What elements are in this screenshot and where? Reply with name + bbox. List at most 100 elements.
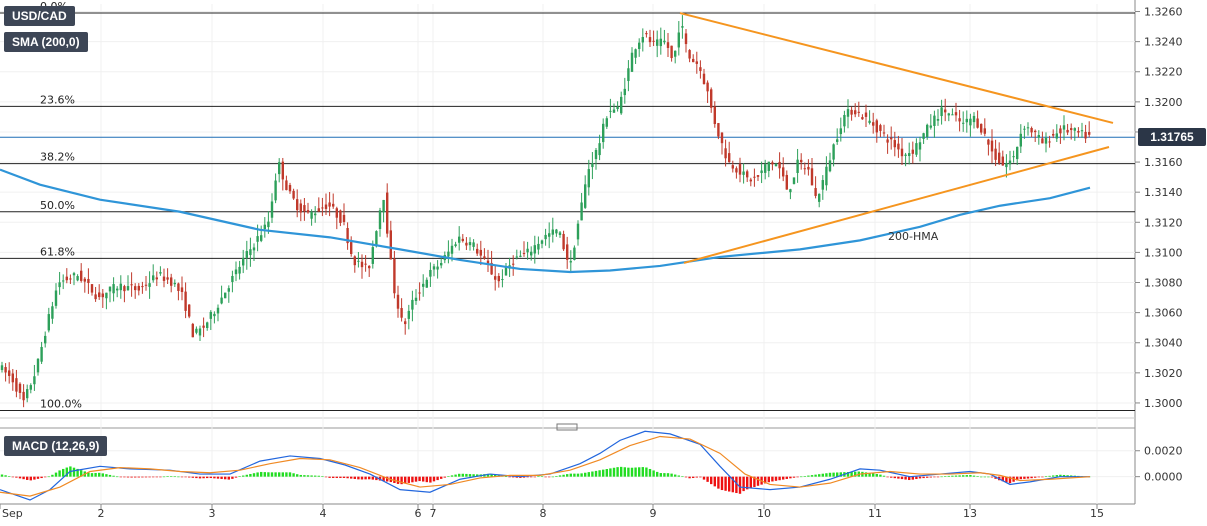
- candle-body: [1005, 163, 1008, 168]
- macd-histogram-bar: [785, 476, 788, 479]
- macd-histogram-bar: [854, 471, 857, 477]
- macd-signal-line: [0, 435, 1091, 497]
- hma-200-label: 200-HMA: [888, 230, 939, 243]
- candle-body: [990, 140, 994, 152]
- candle-body: [8, 370, 11, 376]
- candle-body: [112, 284, 115, 294]
- macd-histogram-bar: [756, 476, 760, 486]
- macd-histogram-bar: [872, 473, 875, 477]
- macd-histogram-bar: [159, 476, 162, 478]
- candle-body: [987, 139, 990, 145]
- candle-body: [1034, 130, 1037, 133]
- candle-body: [922, 133, 925, 139]
- candle-body: [854, 110, 857, 115]
- macd-histogram-bar: [886, 476, 889, 478]
- macd-histogram-bar: [1008, 476, 1012, 484]
- macd-histogram-bar: [893, 476, 896, 479]
- candle-body: [350, 242, 353, 254]
- candle-body: [198, 328, 202, 336]
- macd-histogram-bar: [612, 467, 616, 477]
- candle-body: [440, 262, 443, 266]
- candle-body: [936, 119, 940, 121]
- candle-body: [656, 39, 659, 46]
- macd-histogram-bar: [994, 476, 997, 479]
- macd-histogram-bar: [98, 472, 101, 477]
- x-tick-label: 9: [650, 507, 657, 520]
- candle-body: [33, 376, 36, 385]
- candle-body: [407, 310, 410, 319]
- candle-body: [418, 292, 421, 294]
- macd-histogram-bar: [587, 472, 590, 477]
- candle-body: [994, 148, 997, 160]
- candle-body: [652, 40, 655, 42]
- macd-histogram-bar: [648, 468, 652, 477]
- macd-histogram-bar: [936, 476, 940, 478]
- candle-body: [231, 275, 234, 282]
- x-tick-label: 15: [1090, 507, 1104, 520]
- symbol-badge[interactable]: USD/CAD: [4, 6, 75, 26]
- y-tick-label: 1.3020: [1144, 367, 1183, 380]
- panel-resize-handle: [556, 423, 578, 431]
- macd-histogram-bar: [810, 475, 814, 477]
- candle-body: [378, 210, 382, 229]
- candle-body: [44, 335, 47, 344]
- macd-histogram-bar: [929, 476, 932, 478]
- macd-histogram-bar: [767, 476, 770, 483]
- macd-histogram-bar: [231, 476, 234, 479]
- candle-body: [389, 230, 392, 260]
- candle-body: [1088, 132, 1091, 135]
- candle-body: [256, 236, 259, 242]
- candle-body: [497, 275, 500, 282]
- macd-histogram-bar: [414, 476, 418, 482]
- macd-histogram-bar: [209, 476, 212, 479]
- macd-histogram-bar: [638, 467, 641, 477]
- candle-body: [641, 37, 644, 43]
- candle-body: [605, 118, 608, 127]
- macd-histogram-bar: [530, 476, 533, 478]
- macd-histogram-bar: [720, 476, 724, 491]
- macd-histogram-bar: [548, 476, 551, 478]
- macd-histogram-bar: [972, 475, 976, 477]
- candle-body: [897, 143, 900, 150]
- macd-histogram-bar: [396, 476, 400, 484]
- candle-body: [558, 232, 562, 235]
- candle-body: [630, 52, 634, 72]
- y-tick-label: 1.3060: [1144, 307, 1183, 320]
- macd-histogram-bar: [1059, 474, 1062, 477]
- macd-histogram-bar: [249, 473, 252, 477]
- macd-histogram-bar: [191, 476, 194, 478]
- candle-body: [245, 251, 248, 258]
- candle-body: [724, 148, 727, 159]
- candle-body: [1008, 160, 1012, 165]
- macd-histogram-bar: [684, 476, 688, 478]
- macd-histogram-bar: [566, 474, 569, 477]
- macd-histogram-bar: [641, 467, 644, 477]
- macd-histogram-bar: [432, 476, 436, 482]
- candle-body: [360, 261, 364, 268]
- candle-body: [944, 109, 947, 113]
- candle-body: [1030, 128, 1033, 133]
- candle-body: [281, 161, 284, 180]
- macd-histogram-bar: [598, 470, 601, 477]
- macd-histogram-bar: [551, 476, 554, 478]
- candle-body: [1023, 128, 1026, 130]
- candle-body: [533, 245, 536, 254]
- macd-histogram-bar: [364, 476, 367, 480]
- sma-badge[interactable]: SMA (200,0): [4, 32, 88, 52]
- candle-body: [818, 193, 821, 202]
- macd-histogram-bar: [990, 476, 994, 478]
- macd-histogram-bar: [749, 476, 752, 489]
- candle-body: [368, 265, 371, 269]
- candle-body: [800, 159, 803, 163]
- candle-body: [1019, 133, 1022, 147]
- candle-body: [249, 249, 252, 256]
- candle-body: [22, 391, 25, 401]
- macd-histogram-bar: [476, 474, 479, 477]
- fib-level-label: 38.2%: [40, 151, 75, 164]
- macd-histogram-bar: [666, 473, 670, 477]
- macd-histogram-bar: [206, 476, 209, 479]
- macd-badge[interactable]: MACD (12,26,9): [4, 436, 108, 456]
- candle-body: [958, 118, 961, 122]
- candle-body: [760, 170, 763, 174]
- candle-body: [612, 109, 616, 113]
